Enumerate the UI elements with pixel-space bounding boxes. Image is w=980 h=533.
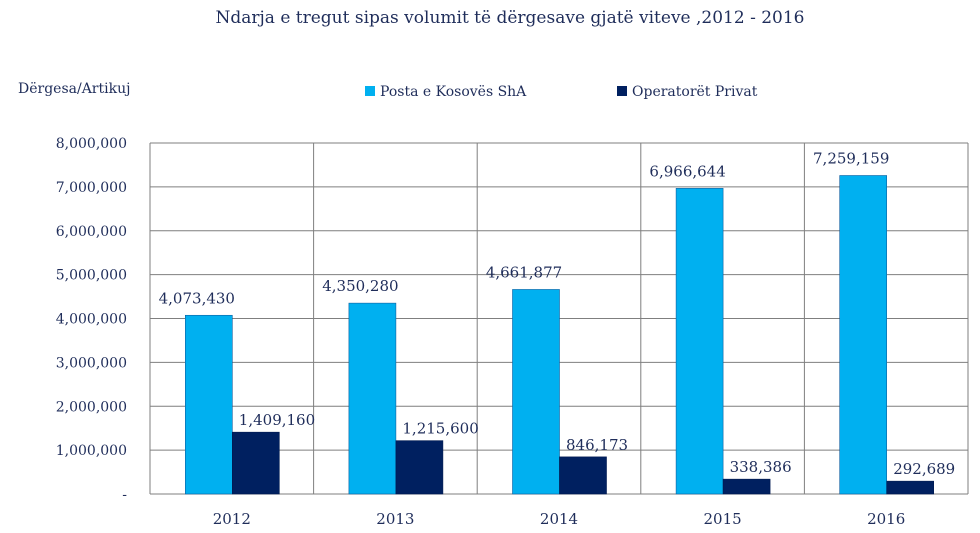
y-tick-label: -: [122, 487, 127, 503]
y-tick-label: 2,000,000: [56, 399, 127, 415]
bar-posta-2015: [675, 188, 724, 495]
y-axis-label: Dërgesa/Artikuj: [18, 81, 130, 97]
data-label-posta-2013: 4,350,280: [322, 277, 398, 295]
data-label-posta-2014: 4,661,877: [486, 263, 562, 281]
y-tick-label: 4,000,000: [56, 312, 127, 328]
bar-posta-2013: [348, 302, 397, 495]
legend-label-posta: Posta e Kosovës ShA: [380, 84, 527, 100]
data-label-posta-2015: 6,966,644: [649, 162, 725, 180]
legend: Posta e Kosovës ShA Operatorët Privat: [365, 84, 758, 100]
x-tick-label: 2012: [213, 510, 251, 528]
data-label-posta-2012: 4,073,430: [159, 289, 235, 307]
y-tick-label: 3,000,000: [56, 355, 127, 371]
x-tick-label: 2015: [704, 510, 742, 528]
data-label-private-2016: 292,689: [893, 460, 955, 478]
bar-private-2015: [722, 478, 771, 495]
y-tick-label: 7,000,000: [56, 180, 127, 196]
bar-posta-2016: [839, 175, 888, 495]
bar-private-2012: [232, 431, 280, 495]
data-label-private-2015: 338,386: [730, 458, 792, 476]
x-tick-label: 2014: [540, 510, 578, 528]
y-tick-label: 8,000,000: [56, 136, 127, 152]
chart-title: Ndarja e tregut sipas volumit të dërgesa…: [215, 8, 804, 28]
legend-swatch-posta: [365, 86, 375, 96]
x-tick-label: 2013: [376, 510, 414, 528]
data-label-posta-2016: 7,259,159: [813, 150, 889, 168]
data-label-private-2014: 846,173: [566, 436, 628, 454]
bar-private-2014: [559, 456, 607, 495]
legend-label-private: Operatorët Privat: [632, 84, 758, 100]
x-tick-label: 2016: [867, 510, 905, 528]
bar-posta-2014: [512, 289, 560, 495]
plot-area: - 1,000,000 2,000,000 3,000,000 4,000,000 5,0…: [56, 136, 969, 528]
data-label-private-2013: 1,215,600: [402, 420, 478, 438]
legend-swatch-private: [617, 86, 627, 96]
y-tick-label: 5,000,000: [56, 268, 127, 284]
bar-posta-2012: [185, 314, 233, 495]
y-tick-label: 6,000,000: [56, 224, 127, 240]
data-label-private-2012: 1,409,160: [239, 411, 315, 429]
bar-private-2013: [395, 440, 444, 495]
y-tick-label: 1,000,000: [56, 443, 127, 459]
bar-private-2016: [886, 480, 935, 495]
